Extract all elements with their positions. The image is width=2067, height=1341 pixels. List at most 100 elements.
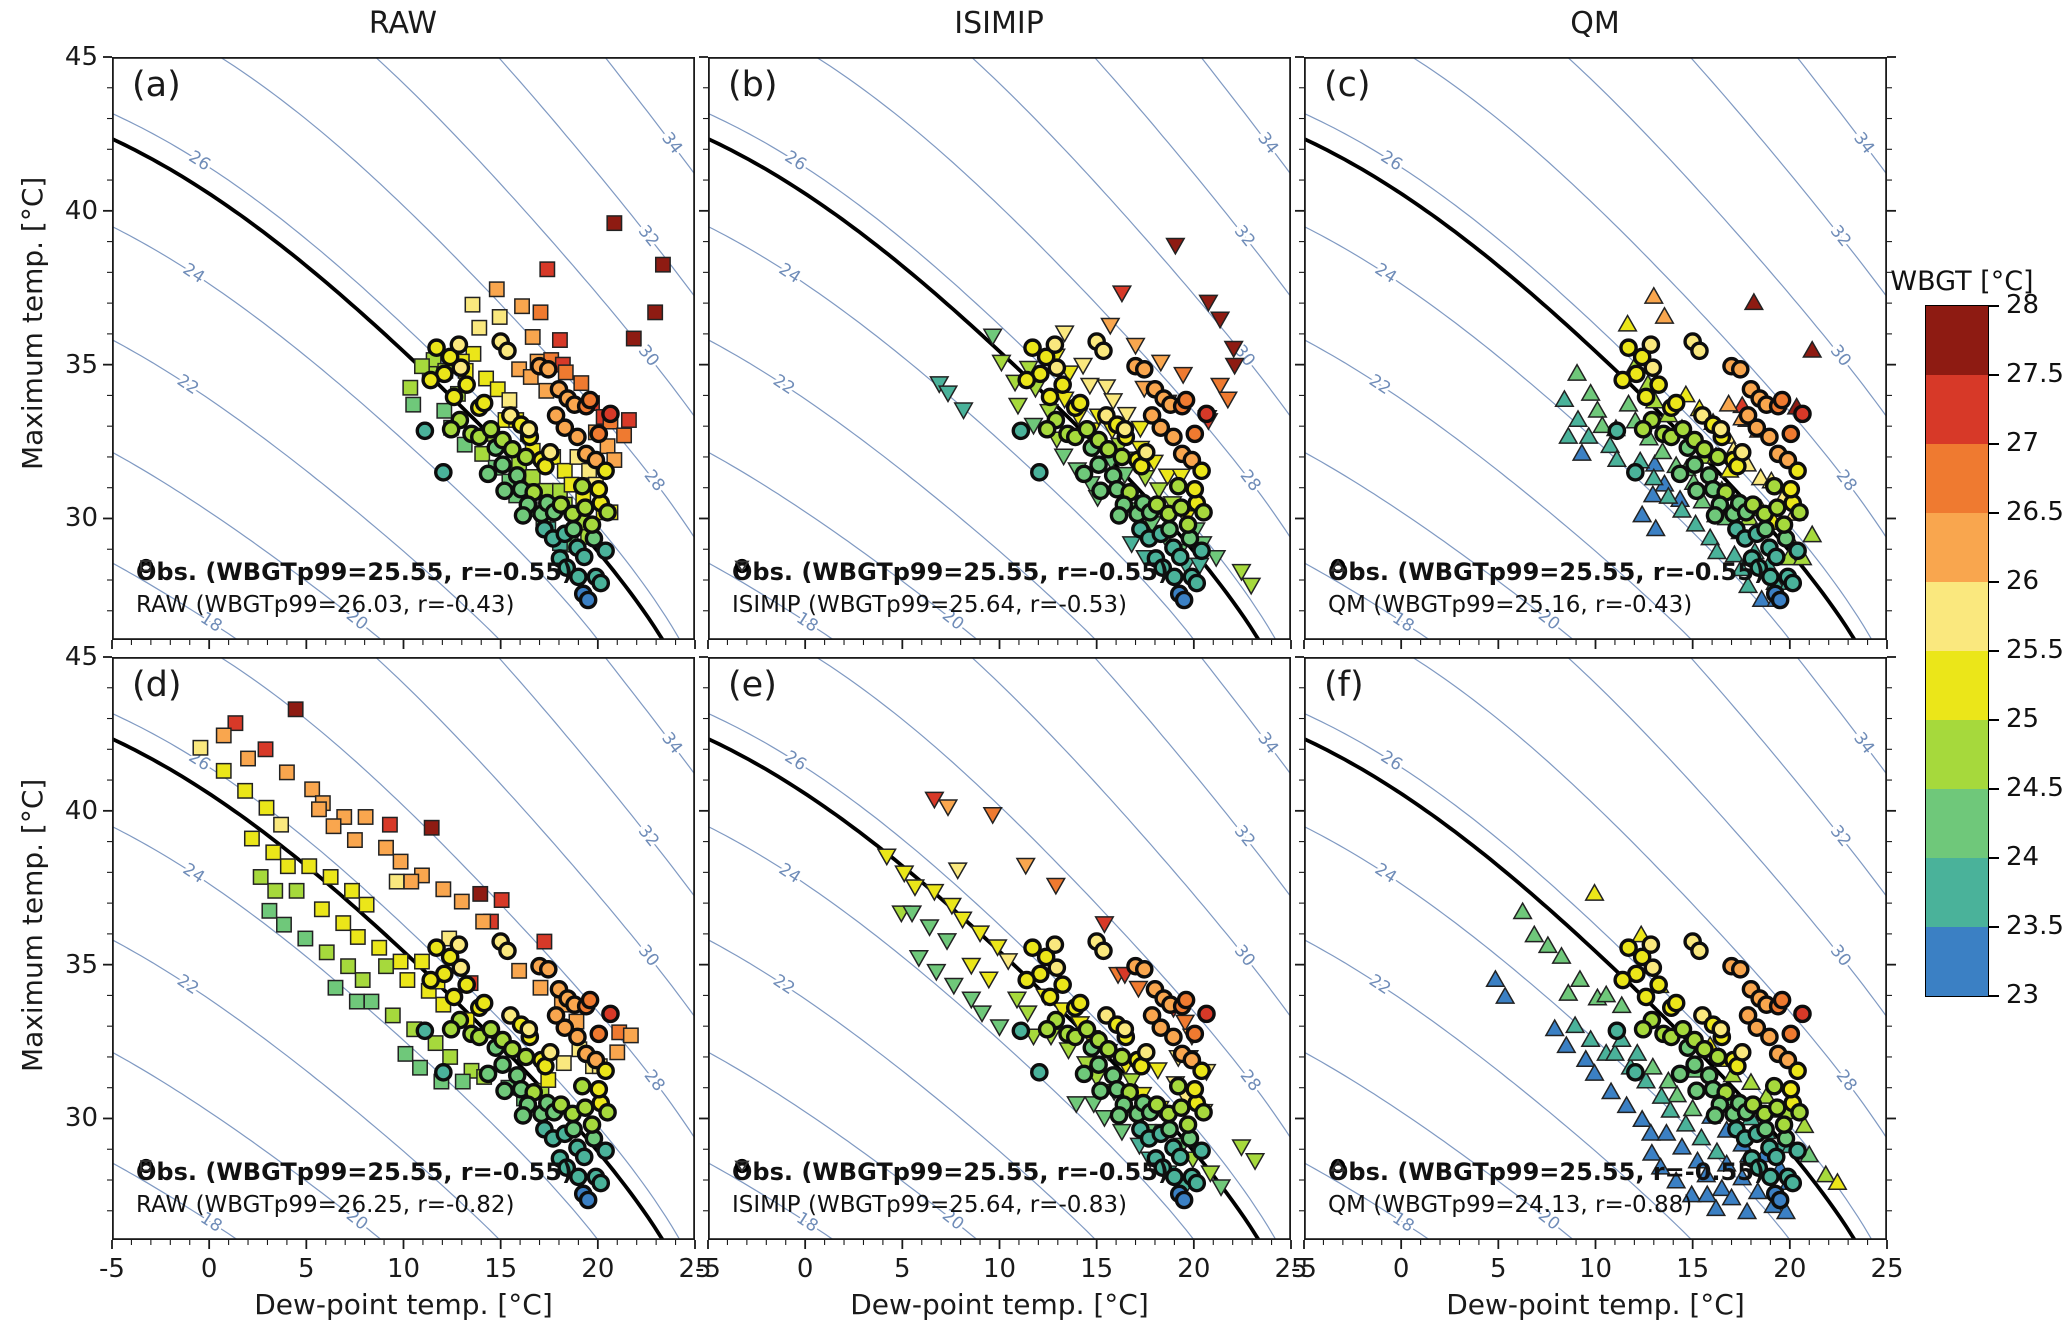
panel-e-isimip-all: 18 20 22 24 26 28 30 32 34 (e) Obs. (WBGTp99=25.55… — [708, 657, 1291, 1240]
panel-letter: (f) — [1324, 665, 1364, 705]
y-tick-label: 30 — [64, 1103, 98, 1134]
colorbar-segment — [1926, 858, 1988, 927]
colorbar — [1925, 305, 1989, 997]
colorbar-tick-label: 27.5 — [2006, 359, 2064, 389]
x-tick-label: 20 — [581, 1254, 615, 1284]
colorbar-segment — [1926, 375, 1988, 444]
x-tick-label: 5 — [298, 1254, 315, 1284]
legend-obs-text: Obs. (WBGTp99=25.55, r=-0.55) — [732, 558, 1169, 586]
colorbar-tick-label: 23 — [2006, 980, 2040, 1010]
panel-legend: Obs. (WBGTp99=25.55, r=-0.55) RAW (WBGTp9… — [136, 1156, 573, 1222]
colorbar-tick — [1988, 857, 1999, 859]
panel-b-isimip-p99: 18 20 22 24 26 28 30 32 34 (b) Obs. (WBGTp99=25.55… — [708, 57, 1291, 640]
x-tick-label: 10 — [982, 1254, 1017, 1284]
colorbar-segment — [1926, 651, 1988, 720]
legend-model-text: RAW (WBGTp99=26.25, r=-0.82) — [136, 1192, 515, 1218]
colorbar-tick — [1988, 512, 1999, 514]
colorbar-tick-label: 26.5 — [2006, 497, 2064, 527]
colorbar-segment — [1926, 789, 1988, 858]
x-tick-label: 15 — [1080, 1254, 1114, 1284]
colorbar-segment — [1926, 306, 1988, 375]
colorbar-segment — [1926, 927, 1988, 996]
colorbar-segment — [1926, 582, 1988, 651]
x-tick-label: 20 — [1177, 1254, 1211, 1284]
x-tick-label: 0 — [796, 1254, 814, 1284]
x-tick-label: 10 — [1578, 1254, 1613, 1284]
y-tick-label: 35 — [64, 949, 98, 980]
panel-letter: (b) — [728, 65, 778, 105]
colorbar-tick — [1988, 305, 1999, 307]
panel-f-qm-all: 18 20 22 24 26 28 30 32 34 (f) Obs. (WBGTp99=25.55… — [1304, 657, 1887, 1240]
colorbar-title: WBGT [°C] — [1890, 266, 2034, 297]
y-tick-label: 45 — [64, 642, 98, 672]
legend-model-text: ISIMIP (WBGTp99=25.64, r=-0.53) — [732, 592, 1127, 618]
x-tick-label: 5 — [1490, 1254, 1507, 1284]
colorbar-segment — [1926, 444, 1988, 513]
colorbar-tick-label: 28 — [2006, 290, 2040, 320]
x-tick-label: 25 — [1274, 1254, 1308, 1284]
model-marker-icon — [1330, 1159, 1346, 1172]
panel-letter: (a) — [132, 65, 181, 105]
x-tick-label: 25 — [1870, 1254, 1904, 1284]
x-tick-label: 5 — [894, 1254, 911, 1284]
colorbar-tick — [1988, 995, 1999, 997]
colorbar-tick — [1988, 374, 1999, 376]
legend-model-text: QM (WBGTp99=24.13, r=-0.88) — [1328, 1192, 1693, 1218]
legend-obs-text: Obs. (WBGTp99=25.55, r=-0.55) — [136, 1158, 573, 1186]
panel-d-raw-all: 18 20 22 24 26 28 30 32 34 (d) Obs. (WBGTp99=25.55… — [112, 657, 695, 1240]
x-tick-label: 0 — [200, 1254, 218, 1284]
colorbar-tick — [1988, 581, 1999, 583]
colorbar-tick-label: 24 — [2006, 842, 2040, 872]
colorbar-tick-label: 25 — [2006, 704, 2040, 734]
panel-legend: Obs. (WBGTp99=25.55, r=-0.55) ISIMIP (WBG… — [732, 556, 1169, 622]
legend-model-text: RAW (WBGTp99=26.03, r=-0.43) — [136, 592, 515, 618]
panel-legend: Obs. (WBGTp99=25.55, r=-0.55) RAW (WBGTp9… — [136, 556, 573, 622]
colorbar-tick-label: 26 — [2006, 566, 2040, 596]
model-marker-icon — [140, 1160, 152, 1172]
x-tick-label: 15 — [1676, 1254, 1710, 1284]
y-tick-label: 35 — [64, 349, 98, 380]
colorbar-tick — [1988, 443, 1999, 445]
colorbar-tick — [1988, 719, 1999, 721]
colorbar-segment — [1926, 720, 1988, 789]
colorbar-tick — [1988, 926, 1999, 928]
panel-c-qm-p99: 18 20 22 24 26 28 30 32 34 (c) Obs. (WBGTp99=25.55… — [1304, 57, 1887, 640]
y-tick-label: 30 — [64, 503, 98, 534]
x-tick-label: 15 — [484, 1254, 518, 1284]
x-tick-label: 10 — [386, 1254, 421, 1284]
colorbar-tick-label: 25.5 — [2006, 635, 2064, 665]
y-tick-label: 40 — [64, 795, 98, 826]
legend-obs-text: Obs. (WBGTp99=25.55, r=-0.55) — [732, 1158, 1169, 1186]
column-title-isimip: ISIMIP — [954, 6, 1044, 41]
model-marker-icon — [734, 1160, 750, 1173]
x-tick-label: 0 — [1392, 1254, 1410, 1284]
x-axis-title-col2: Dew-point temp. [°C] — [850, 1288, 1149, 1321]
panel-legend: Obs. (WBGTp99=25.55, r=-0.55) QM (WBGTp99… — [1328, 1156, 1765, 1222]
model-marker-icon — [140, 560, 152, 572]
panel-letter: (c) — [1324, 65, 1371, 105]
column-title-qm: QM — [1570, 6, 1620, 41]
legend-model-text: QM (WBGTp99=25.16, r=-0.43) — [1328, 592, 1693, 618]
x-axis-title-col1: Dew-point temp. [°C] — [254, 1288, 553, 1321]
x-tick-label: -5 — [99, 1254, 125, 1284]
legend-obs-text: Obs. (WBGTp99=25.55, r=-0.55) — [136, 558, 573, 586]
model-marker-icon — [1330, 559, 1346, 572]
colorbar-segment — [1926, 513, 1988, 582]
y-tick-label: 40 — [64, 195, 98, 226]
x-tick-label: 20 — [1773, 1254, 1807, 1284]
panel-letter: (e) — [728, 665, 777, 705]
x-tick-label: -5 — [695, 1254, 721, 1284]
y-tick-label: 45 — [64, 42, 98, 72]
x-tick-label: 25 — [678, 1254, 712, 1284]
panel-legend: Obs. (WBGTp99=25.55, r=-0.55) ISIMIP (WBG… — [732, 1156, 1169, 1222]
column-title-raw: RAW — [368, 6, 438, 41]
panel-letter: (d) — [132, 665, 182, 705]
colorbar-tick-label: 23.5 — [2006, 911, 2064, 941]
x-tick-label: -5 — [1291, 1254, 1317, 1284]
panel-a-raw-p99: 18 20 22 24 26 28 30 32 34 (a) Obs. (WBGTp99=25.55… — [112, 57, 695, 640]
panel-legend: Obs. (WBGTp99=25.55, r=-0.55) QM (WBGTp99… — [1328, 556, 1765, 622]
colorbar-tick — [1988, 788, 1999, 790]
colorbar-tick-label: 27 — [2006, 428, 2040, 458]
